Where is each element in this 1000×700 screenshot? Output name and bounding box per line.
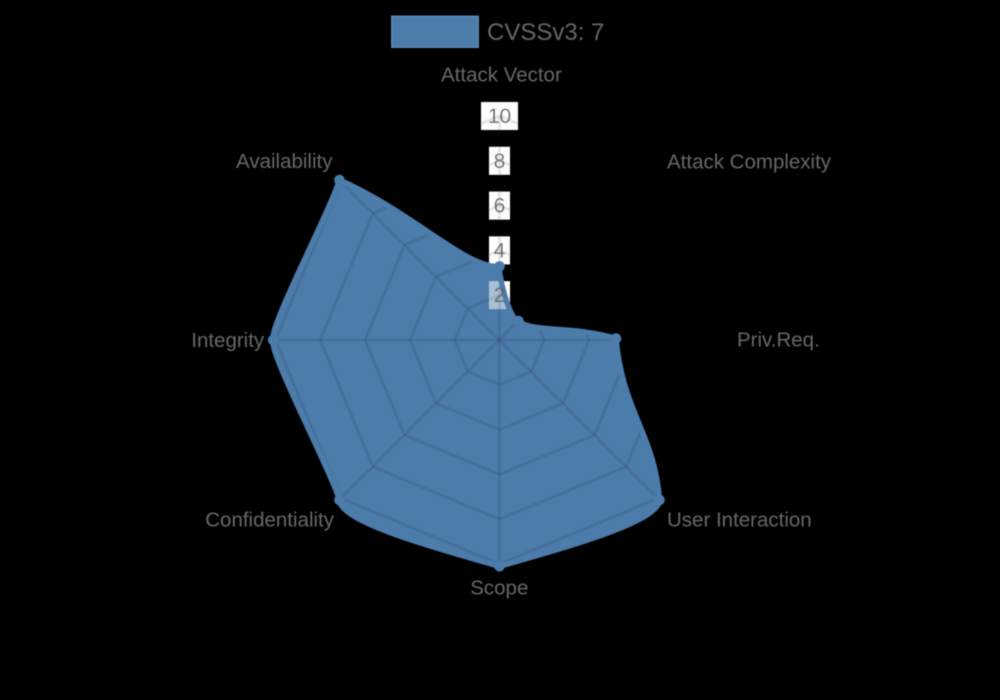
svg-text:CVSSv3: 7: CVSSv3: 7: [487, 19, 604, 46]
svg-text:Confidentiality: Confidentiality: [205, 509, 335, 532]
svg-text:User Interaction: User Interaction: [667, 509, 812, 532]
svg-text:Availability: Availability: [236, 150, 333, 173]
svg-text:2: 2: [494, 284, 506, 307]
svg-text:Attack Vector: Attack Vector: [441, 64, 562, 87]
svg-text:Integrity: Integrity: [191, 329, 265, 352]
svg-text:Scope: Scope: [470, 577, 528, 600]
svg-text:6: 6: [494, 195, 506, 218]
svg-text:Priv.Req.: Priv.Req.: [737, 329, 820, 352]
svg-text:10: 10: [488, 105, 511, 128]
svg-text:4: 4: [494, 239, 506, 262]
svg-text:Attack Complexity: Attack Complexity: [667, 151, 832, 174]
svg-text:8: 8: [494, 150, 506, 173]
